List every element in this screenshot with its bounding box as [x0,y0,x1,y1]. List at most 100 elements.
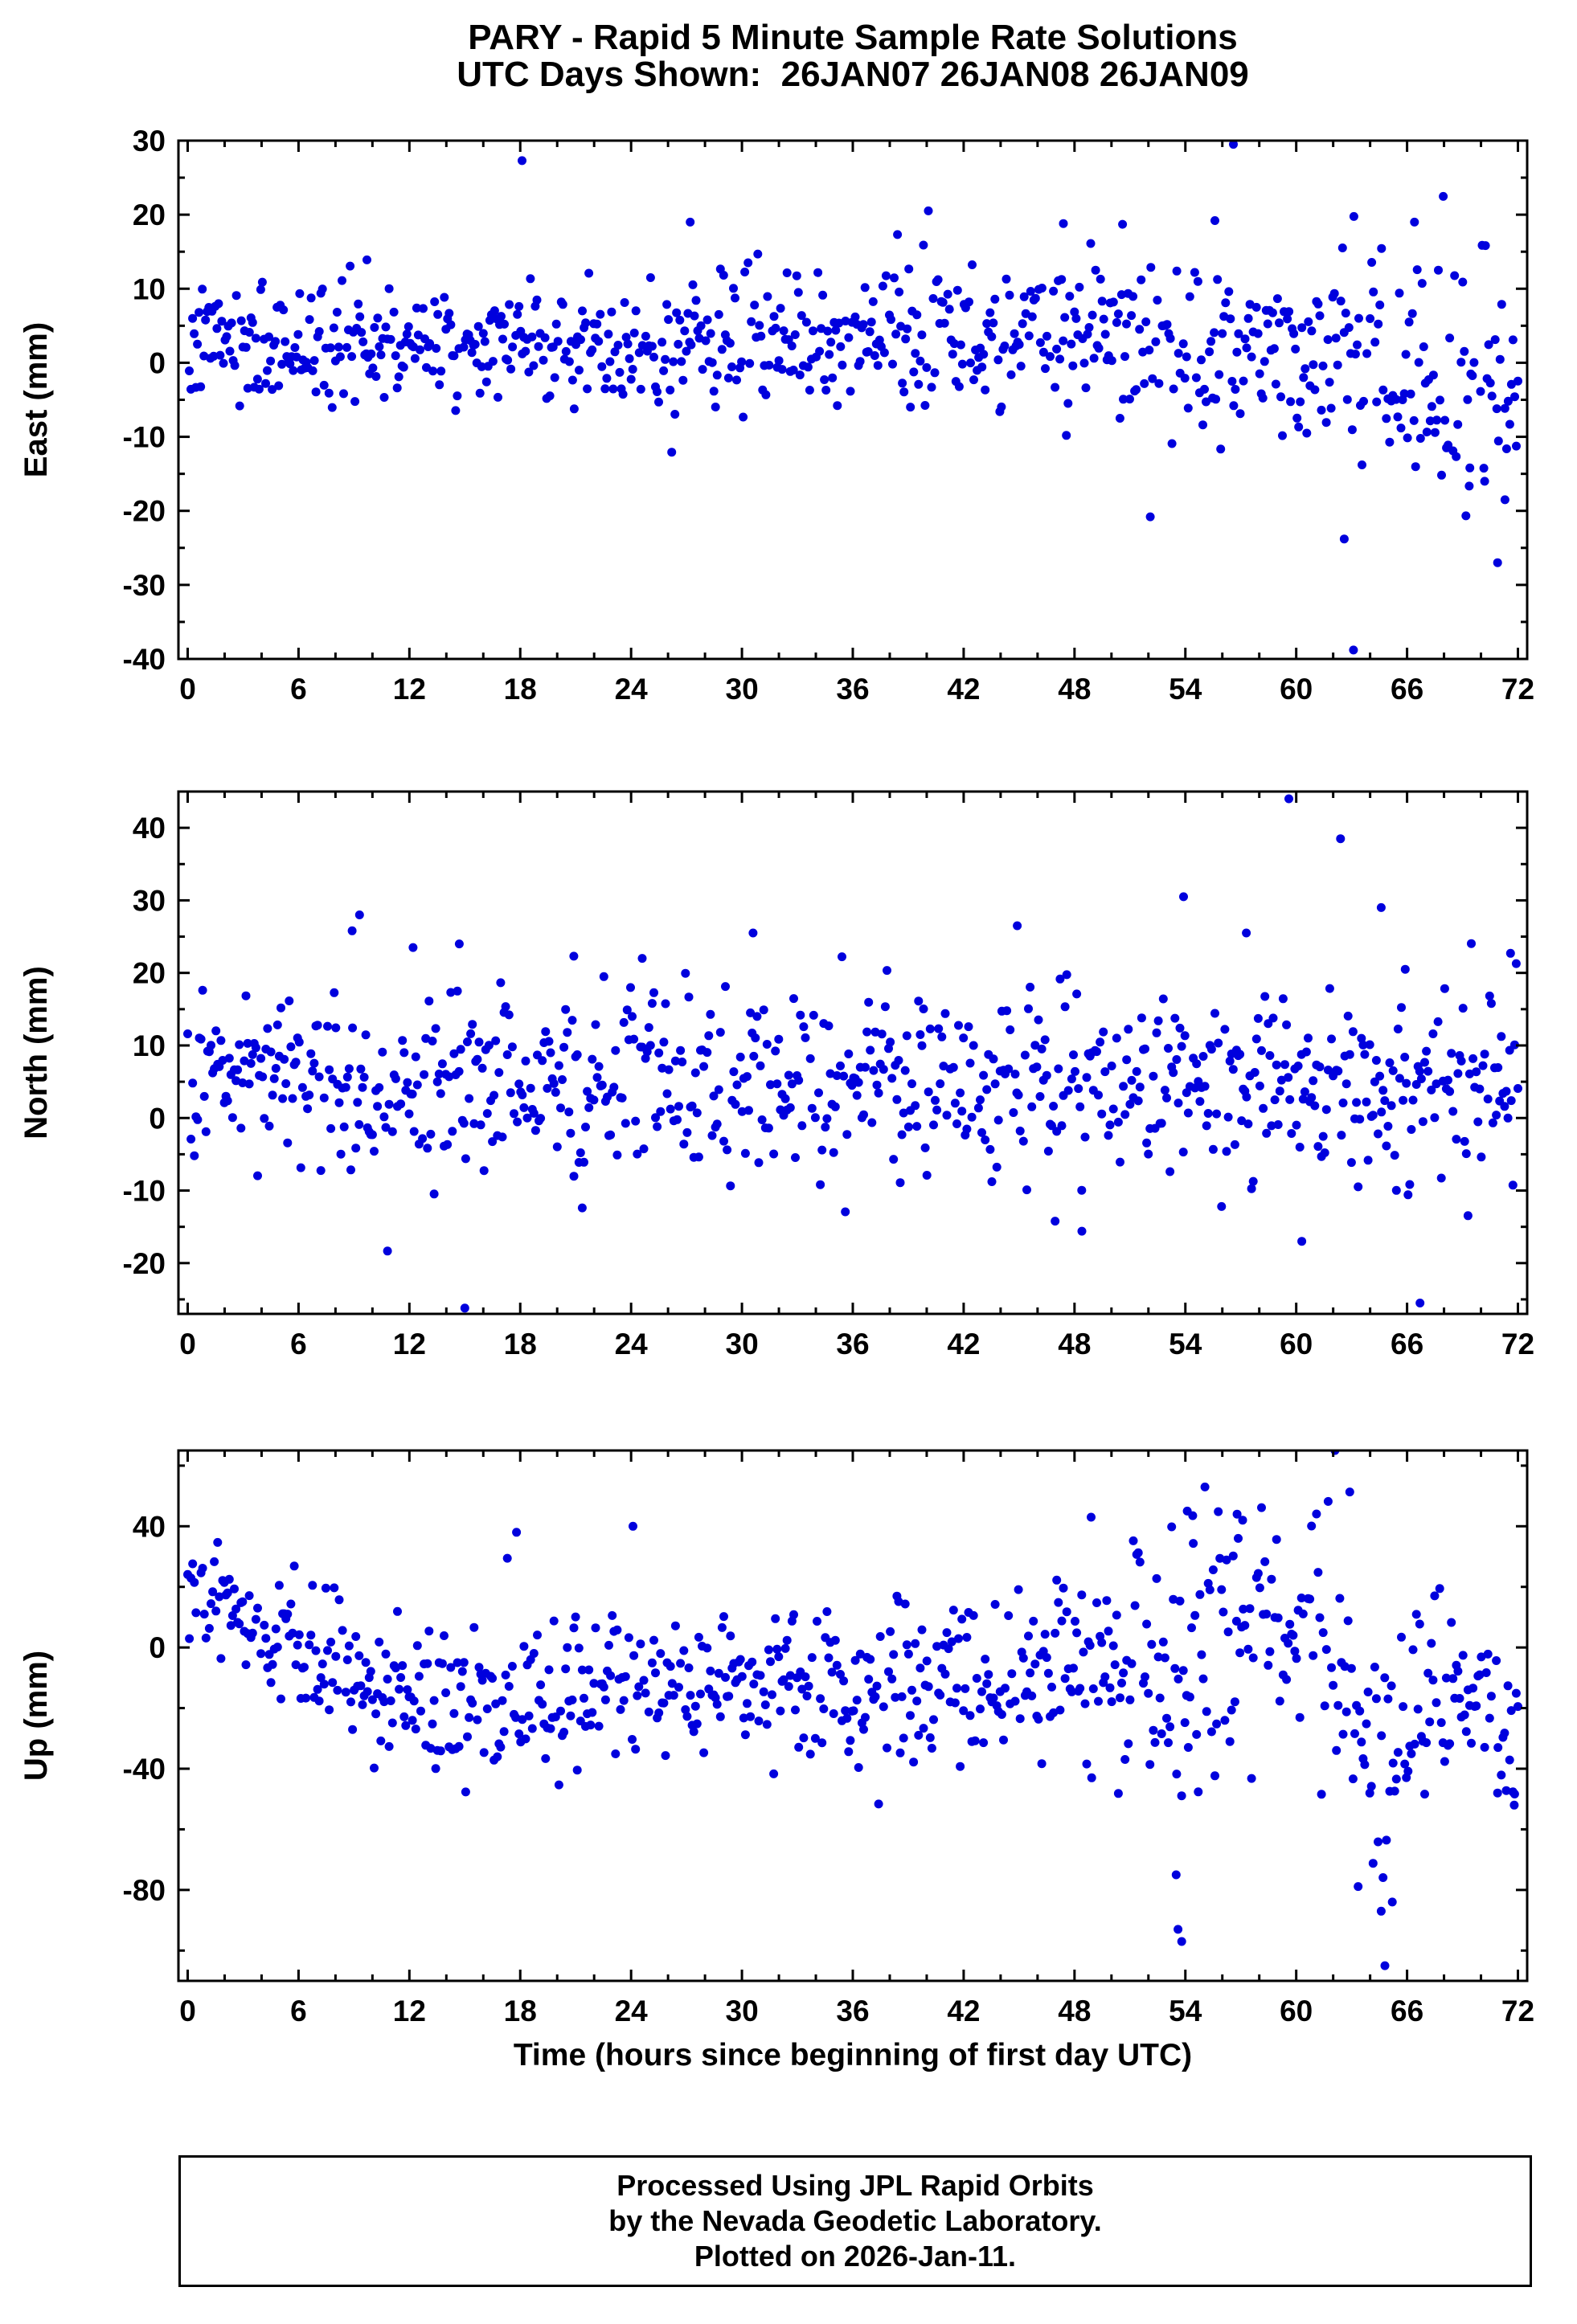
y-tick-label: 10 [133,272,166,305]
data-point [878,281,887,291]
data-point [1509,1040,1519,1049]
data-point [704,1031,714,1041]
data-point [1488,1118,1497,1127]
data-point [1060,1674,1070,1684]
data-point [667,448,677,457]
data-point [301,1693,311,1703]
data-point [1428,1029,1438,1038]
data-point [546,1048,555,1058]
x-tick-label: 42 [947,1995,980,2027]
data-point [1497,300,1506,309]
data-point [569,1623,579,1633]
data-point-outlier [1232,1509,1242,1519]
data-point [1366,1782,1376,1791]
data-point [1220,1025,1230,1034]
data-point [1348,1027,1358,1037]
data-point [1075,1102,1085,1111]
data-point [453,986,462,996]
data-point [1260,992,1270,1001]
data-point [855,357,865,366]
data-point [1375,301,1385,309]
data-point [606,1671,616,1680]
data-point [1049,286,1059,296]
data-point [225,346,235,356]
data-point [940,1009,950,1018]
x-tick-label: 72 [1501,1995,1534,2027]
data-point [1479,464,1489,473]
data-point [1165,333,1175,343]
data-point [629,1651,639,1660]
data-point [839,1676,849,1686]
data-point [1195,1097,1205,1107]
data-point [1142,1138,1152,1148]
data-point [902,1031,911,1041]
data-point [510,1109,518,1119]
data-point [1411,462,1420,472]
data-point [436,366,446,376]
data-point [1397,1632,1406,1642]
data-point [819,1704,829,1713]
data-point [1191,373,1201,383]
data-point [219,358,228,368]
data-point [379,393,389,402]
data-point [814,1088,823,1098]
data-point [1210,328,1219,338]
data-point [1223,1112,1233,1122]
data-point [1284,1639,1293,1648]
data-point [1231,385,1240,394]
data-point [1257,1503,1266,1512]
data-point [1214,1038,1223,1048]
data-point [1177,1791,1186,1801]
data-point [1220,1716,1230,1725]
data-point [1272,1535,1281,1545]
data-point [866,317,876,327]
data-point [1007,1669,1017,1679]
data-point-outlier [637,954,647,964]
y-axis-label-east: East (mm) [18,322,54,477]
data-point [981,1655,990,1664]
data-point [533,1630,542,1640]
data-point [804,1681,813,1691]
data-point [1329,1680,1338,1690]
data-point [1335,1594,1345,1603]
data-point [373,313,383,323]
x-tick-label: 48 [1058,1328,1091,1360]
data-point [408,1716,417,1725]
data-point [354,1119,364,1129]
data-point [1500,1102,1509,1111]
data-point-outlier [1174,1925,1183,1934]
data-point [828,373,838,383]
data-point [1320,1701,1329,1711]
data-point [546,1724,555,1733]
data-point [990,1079,1000,1089]
data-point [1508,335,1518,345]
data-point [446,1663,456,1672]
data-point [437,1659,447,1668]
data-point [214,299,223,309]
data-point [285,996,294,1005]
data-point [1099,1027,1108,1037]
data-point [1047,1121,1056,1131]
data-point [1216,444,1226,454]
data-point [1387,1681,1396,1691]
data-point [841,1207,850,1217]
data-point [1217,1201,1227,1211]
data-point [313,1684,322,1694]
data-point [866,1045,875,1055]
data-point [824,1021,834,1031]
data-point [1315,1062,1325,1072]
data-point [348,1725,358,1734]
data-point [731,293,739,303]
data-point [628,1012,637,1021]
data-point [449,1049,459,1058]
data-point [706,1666,715,1675]
data-point-outlier [354,910,364,919]
data-point [383,1675,392,1684]
data-point [989,318,998,328]
data-point [1417,279,1427,288]
data-point [238,1597,248,1606]
data-point [1493,436,1503,446]
data-point-outlier [1238,1516,1247,1525]
data-point [1049,1102,1059,1111]
data-point [1400,1759,1410,1769]
